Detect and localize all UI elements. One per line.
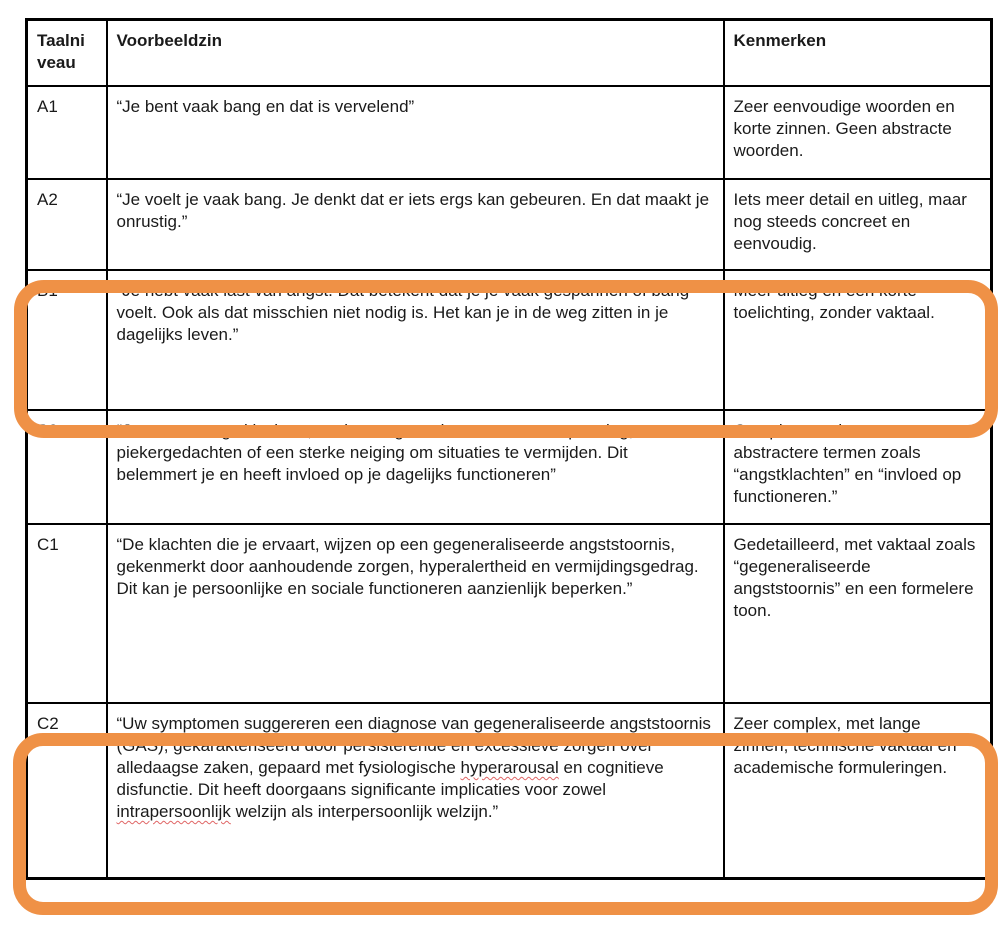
voorbeeldzin-cell-a2: “Je voelt je vaak bang. Je denkt dat er … — [105, 178, 725, 271]
kenmerken-cell-a2: Iets meer detail en uitleg, maar nog ste… — [722, 178, 993, 271]
voorbeeldzin-cell-b2: “Je ervaart angstklachten, zoals een gev… — [105, 409, 725, 525]
header-taalniveau-line1: Taalni — [37, 31, 85, 50]
kenmerken-cell-a1: Zeer eenvoudige woorden en korte zinnen.… — [722, 85, 993, 180]
voorbeeldzin-cell-c1: “De klachten die je ervaart, wijzen op e… — [105, 523, 725, 704]
column-header-taalniveau: Taalni veau — [25, 18, 108, 87]
level-cell-c2: C2 — [25, 702, 108, 880]
column-header-voorbeeldzin: Voorbeeldzin — [105, 18, 725, 87]
level-cell-b2: B2 — [25, 409, 108, 525]
level-cell-c1: C1 — [25, 523, 108, 704]
header-taalniveau-line2: veau — [37, 53, 76, 72]
kenmerken-cell-b1: Meer uitleg en een korte toelichting, zo… — [722, 269, 993, 411]
language-levels-table: Taalni veau Voorbeeldzin Kenmerken A1 “J… — [25, 18, 993, 880]
table-row-c2: C2 “Uw symptomen suggereren een diagnose… — [25, 702, 993, 880]
table-row-c1: C1 “De klachten die je ervaart, wijzen o… — [25, 523, 993, 704]
kenmerken-cell-c1: Gedetailleerd, met vaktaal zoals “gegene… — [722, 523, 993, 704]
level-cell-a2: A2 — [25, 178, 108, 271]
column-header-kenmerken: Kenmerken — [722, 18, 993, 87]
voorbeeldzin-cell-c2: “Uw symptomen suggereren een diagnose va… — [105, 702, 725, 880]
table-row-a2: A2 “Je voelt je vaak bang. Je denkt dat … — [25, 178, 993, 271]
kenmerken-cell-b2: Complexere zinnen en abstractere termen … — [722, 409, 993, 525]
voorbeeldzin-cell-b1: “Je hebt vaak last van angst. Dat beteke… — [105, 269, 725, 411]
table-row-b1: B1 “Je hebt vaak last van angst. Dat bet… — [25, 269, 993, 411]
level-cell-b1: B1 — [25, 269, 108, 411]
voorbeeldzin-cell-a1: “Je bent vaak bang en dat is vervelend” — [105, 85, 725, 180]
text-segment: en cognitieve disfunctie. Dit heeft door… — [116, 758, 664, 799]
misspelled-word-intrapersoonlijk: intrapersoonlijk — [116, 802, 231, 821]
header-row: Taalni veau Voorbeeldzin Kenmerken — [25, 18, 993, 87]
table-row-b2: B2 “Je ervaart angstklachten, zoals een … — [25, 409, 993, 525]
level-cell-a1: A1 — [25, 85, 108, 180]
misspelled-word-hyperarousal: hyperarousal — [460, 758, 559, 777]
kenmerken-cell-c2: Zeer complex, met lange zinnen, technisc… — [722, 702, 993, 880]
text-segment: welzijn als interpersoonlijk welzijn.” — [230, 802, 499, 821]
table-row-a1: A1 “Je bent vaak bang en dat is vervelen… — [25, 85, 993, 180]
